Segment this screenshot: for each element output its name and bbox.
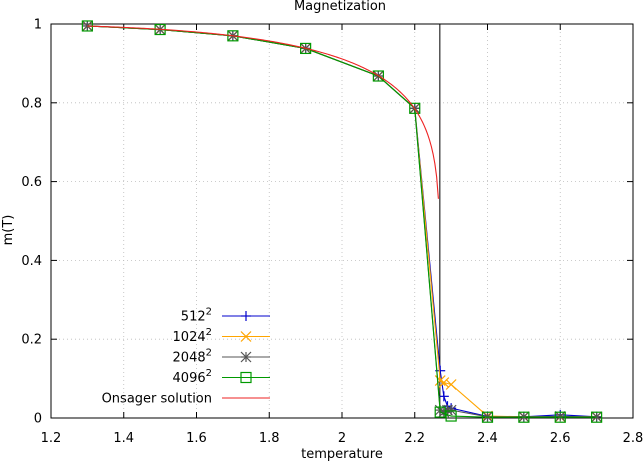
marker-stroke: [445, 410, 457, 422]
data-point: [445, 379, 457, 390]
data-point: [372, 70, 384, 82]
x-tick-label: 2: [338, 431, 346, 446]
data-point: [518, 411, 530, 423]
marker-stroke: [438, 377, 450, 388]
data-point: [240, 371, 252, 384]
y-tick-label: 0.4: [21, 254, 42, 269]
legend-entry: 40962: [173, 368, 270, 386]
legend-label: 20482: [173, 348, 212, 366]
marker-stroke: [240, 331, 252, 342]
marker-stroke: [445, 404, 457, 416]
data-point: [240, 331, 252, 342]
legend-label-superscript: 2: [206, 327, 212, 338]
legend-entry: 10242: [173, 327, 270, 345]
data-point: [300, 42, 312, 55]
data-point: [409, 102, 421, 114]
legend-label: 10242: [173, 327, 212, 345]
legend-label: Onsager solution: [102, 392, 212, 407]
marker-stroke: [81, 20, 93, 32]
x-tick-label: 2.4: [477, 431, 498, 446]
legend-label-text: Onsager solution: [102, 392, 212, 407]
series-1024: [81, 20, 603, 423]
marker-stroke: [554, 411, 566, 423]
legend-label-text: 512: [181, 310, 206, 325]
data-point: [445, 410, 457, 422]
data-point: [554, 410, 566, 422]
legend-entry: 20482: [173, 348, 270, 366]
legend-label-text: 2048: [173, 351, 206, 366]
y-tick-label: 0.8: [21, 96, 42, 111]
axes: 1.2 1.4 1.6 1.8 2 2.2 2.4 2.6 2.8 0 0.2 0.4 0.6 0.8 1: [21, 18, 643, 447]
marker-stroke: [518, 411, 530, 423]
marker-stroke: [591, 411, 603, 423]
legend-label: 40962: [173, 368, 212, 386]
data-point: [591, 411, 603, 423]
data-point: [481, 411, 494, 423]
legend-entry: 5122: [181, 307, 270, 325]
marker-stroke: [372, 70, 384, 82]
data-point: [554, 411, 566, 423]
marker-stroke: [240, 351, 252, 363]
legend-label-superscript: 2: [206, 307, 212, 318]
onsager-curve: [87, 25, 439, 199]
grid: [51, 24, 633, 418]
x-tick-label: 1.4: [113, 431, 134, 446]
legend-entry: Onsager solution: [102, 392, 270, 407]
series-2048: [81, 20, 603, 423]
plot-frame: [50, 23, 634, 419]
data-point: [434, 406, 446, 418]
data-point: [445, 404, 457, 416]
marker-stroke: [554, 410, 566, 422]
x-tick-label: 1.2: [41, 431, 62, 446]
marker-stroke: [434, 406, 446, 418]
x-tick-label: 1.6: [186, 431, 207, 446]
y-tick-label: 0: [34, 412, 42, 427]
marker-stroke: [445, 379, 457, 390]
marker-stroke: [300, 42, 312, 55]
y-tick-label: 0.2: [21, 333, 42, 348]
legend-label-superscript: 2: [206, 368, 212, 379]
x-tick-label: 2.6: [550, 431, 571, 446]
data-point: [240, 351, 252, 363]
x-tick-label: 2.2: [404, 431, 425, 446]
x-tick-label: 2.8: [623, 431, 644, 446]
marker-stroke: [409, 102, 421, 114]
x-axis-label: temperature: [301, 447, 383, 461]
marker-stroke: [434, 375, 446, 386]
legend-label-text: 4096: [173, 371, 206, 386]
series-512: [82, 20, 602, 422]
data-point: [227, 30, 239, 42]
y-axis-label: m(T): [1, 215, 16, 246]
series-4096: [81, 20, 603, 423]
legend-label-superscript: 2: [206, 348, 212, 359]
x-tick-label: 1.8: [259, 431, 280, 446]
y-tick-label: 1: [34, 18, 42, 33]
data-point: [438, 377, 450, 388]
y-tick-label: 0.6: [21, 175, 42, 190]
chart-title: Magnetization: [294, 0, 386, 14]
legend-label-text: 1024: [173, 330, 206, 345]
marker-stroke: [227, 30, 239, 42]
marker-stroke: [240, 371, 252, 384]
data-point: [241, 311, 251, 321]
plot-series: [81, 20, 603, 423]
series-onsager-solution: [87, 25, 439, 199]
legend-label: 5122: [181, 307, 212, 325]
data-point: [438, 391, 449, 402]
marker-stroke: [481, 411, 494, 423]
